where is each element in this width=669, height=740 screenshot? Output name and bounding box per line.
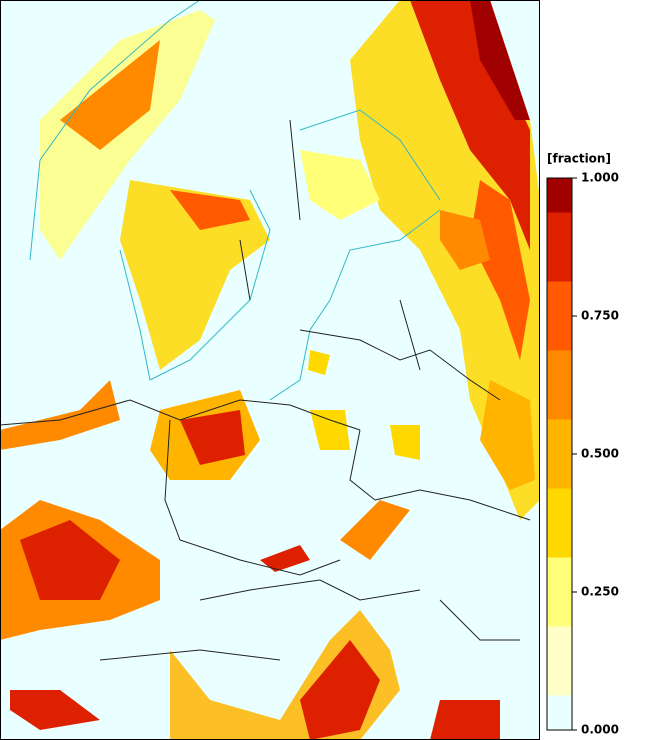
colorbar-tick-label: 1.000 bbox=[581, 171, 619, 185]
colorbar-band bbox=[547, 488, 572, 558]
colorbar-band bbox=[547, 695, 572, 730]
map bbox=[0, 0, 540, 740]
colorbar-band bbox=[547, 281, 572, 351]
colorbar-band bbox=[547, 557, 572, 627]
field bbox=[0, 0, 540, 740]
colorbar-band bbox=[547, 212, 572, 282]
colorbar-tick-label: 0.000 bbox=[581, 723, 619, 737]
colorbar-label: [fraction] bbox=[547, 152, 611, 166]
colorbar-tick-label: 0.500 bbox=[581, 447, 619, 461]
colorbar-band bbox=[547, 350, 572, 420]
colorbar-band bbox=[547, 178, 572, 213]
colorbar-band bbox=[547, 419, 572, 489]
colorbar-tick-label: 0.750 bbox=[581, 309, 619, 323]
colorbar-tick-label: 0.250 bbox=[581, 585, 619, 599]
colorbar-band bbox=[547, 626, 572, 696]
